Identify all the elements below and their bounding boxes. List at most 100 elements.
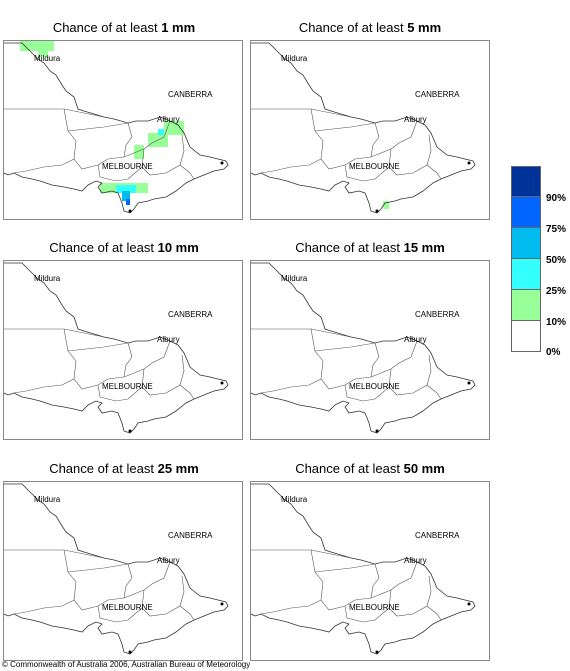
- district-boundary: [67, 342, 129, 352]
- legend-label-50: 50%: [546, 255, 567, 266]
- panel-title-15mm: Chance of at least 15 mm: [295, 240, 445, 255]
- victoria-map: [251, 42, 476, 214]
- place-label-albury: Albury: [157, 115, 180, 124]
- rainfall-probability-cell: [116, 185, 136, 193]
- district-boundary: [179, 164, 195, 180]
- place-label-albury: Albury: [157, 556, 180, 565]
- district-boundary: [370, 561, 418, 599]
- city-marker: [375, 650, 379, 654]
- place-label-melbourne: MELBOURNE: [349, 382, 400, 391]
- district-boundary: [63, 549, 105, 559]
- district-boundary: [344, 605, 390, 623]
- district-boundary: [370, 340, 418, 378]
- map-panel-10mm: Mildura CANBERRA Albury MELBOURNE: [3, 260, 243, 440]
- district-boundary: [4, 549, 77, 583]
- district-boundary: [426, 164, 442, 180]
- place-label-melbourne: MELBOURNE: [102, 162, 153, 171]
- district-boundary: [73, 140, 125, 170]
- copyright-notice: © Commonwealth of Australia 2006, Austra…: [2, 660, 251, 669]
- city-marker: [128, 650, 132, 654]
- probability-legend: [511, 166, 541, 352]
- place-label-canberra: CANBERRA: [168, 531, 213, 540]
- victoria-map: [4, 41, 229, 214]
- place-label-canberra: CANBERRA: [168, 310, 213, 319]
- place-label-albury: Albury: [404, 335, 427, 344]
- map-panel-1mm: Mildura CANBERRA Albury MELBOURNE: [3, 40, 243, 220]
- rainfall-probability-cell: [38, 51, 48, 57]
- district-boundary: [97, 164, 143, 182]
- district-boundary: [123, 122, 133, 158]
- legend-label-90: 90%: [546, 193, 567, 204]
- district-boundary: [314, 563, 376, 573]
- place-label-albury: Albury: [157, 335, 180, 344]
- district-boundary: [97, 605, 143, 623]
- district-boundary: [310, 108, 352, 118]
- map-panel-5mm: Mildura CANBERRA Albury MELBOURNE: [250, 40, 490, 220]
- place-label-melbourne: MELBOURNE: [102, 382, 153, 391]
- district-boundary: [13, 599, 75, 615]
- district-boundary: [310, 549, 352, 559]
- district-boundary: [97, 384, 143, 402]
- legend-swatch-75: [511, 197, 541, 228]
- district-boundary: [260, 378, 322, 394]
- district-boundary: [320, 140, 372, 170]
- legend-label-0: 0%: [546, 347, 561, 358]
- district-boundary: [251, 328, 324, 362]
- district-boundary: [123, 342, 133, 378]
- panel-title-10mm: Chance of at least 10 mm: [49, 240, 199, 255]
- district-boundary: [67, 563, 129, 573]
- place-label-canberra: CANBERRA: [415, 531, 460, 540]
- state-border: [4, 42, 229, 214]
- district-boundary: [370, 563, 380, 599]
- place-label-mildura: Mildura: [281, 495, 308, 504]
- district-boundary: [314, 342, 376, 352]
- place-label-mildura: Mildura: [281, 54, 308, 63]
- panel-title-25mm: Chance of at least 25 mm: [49, 461, 199, 476]
- legend-swatch-50: [511, 228, 541, 259]
- city-marker: [220, 602, 224, 606]
- district-boundary: [370, 120, 418, 158]
- city-marker: [128, 209, 132, 213]
- city-marker: [467, 602, 471, 606]
- rainfall-probability-cell: [383, 201, 389, 209]
- legend-swatch-25: [511, 259, 541, 290]
- district-boundary: [67, 122, 129, 132]
- place-label-canberra: CANBERRA: [415, 90, 460, 99]
- district-boundary: [123, 563, 133, 599]
- map-panel-50mm: Mildura CANBERRA Albury MELBOURNE: [250, 481, 490, 661]
- place-label-melbourne: MELBOURNE: [349, 162, 400, 171]
- legend-swatch-10: [511, 290, 541, 321]
- legend-swatch-0: [511, 321, 541, 352]
- district-boundary: [260, 158, 322, 174]
- victoria-map: [4, 483, 229, 655]
- district-boundary: [73, 581, 125, 611]
- panel-title-5mm: Chance of at least 5 mm: [298, 20, 442, 35]
- district-boundary: [320, 360, 372, 390]
- district-boundary: [123, 120, 171, 158]
- city-marker: [467, 161, 471, 165]
- legend-label-75: 75%: [546, 224, 567, 235]
- city-marker: [220, 161, 224, 165]
- city-marker: [128, 429, 132, 433]
- district-boundary: [179, 605, 195, 621]
- district-boundary: [251, 108, 324, 142]
- district-boundary: [63, 108, 105, 118]
- district-boundary: [179, 384, 195, 400]
- state-border: [251, 483, 476, 655]
- victoria-map: [251, 483, 476, 655]
- panel-title-50mm: Chance of at least 50 mm: [295, 461, 445, 476]
- place-label-mildura: Mildura: [281, 274, 308, 283]
- place-label-canberra: CANBERRA: [415, 310, 460, 319]
- rainfall-probability-cell: [134, 145, 144, 159]
- rainfall-probability-cell: [126, 199, 130, 205]
- city-marker: [375, 429, 379, 433]
- map-panel-25mm: Mildura CANBERRA Albury MELBOURNE: [3, 481, 243, 661]
- place-label-melbourne: MELBOURNE: [349, 603, 400, 612]
- district-boundary: [344, 384, 390, 402]
- place-label-albury: Albury: [404, 115, 427, 124]
- district-boundary: [63, 328, 105, 338]
- place-label-melbourne: MELBOURNE: [102, 603, 153, 612]
- district-boundary: [310, 328, 352, 338]
- district-boundary: [73, 360, 125, 390]
- district-boundary: [344, 164, 390, 182]
